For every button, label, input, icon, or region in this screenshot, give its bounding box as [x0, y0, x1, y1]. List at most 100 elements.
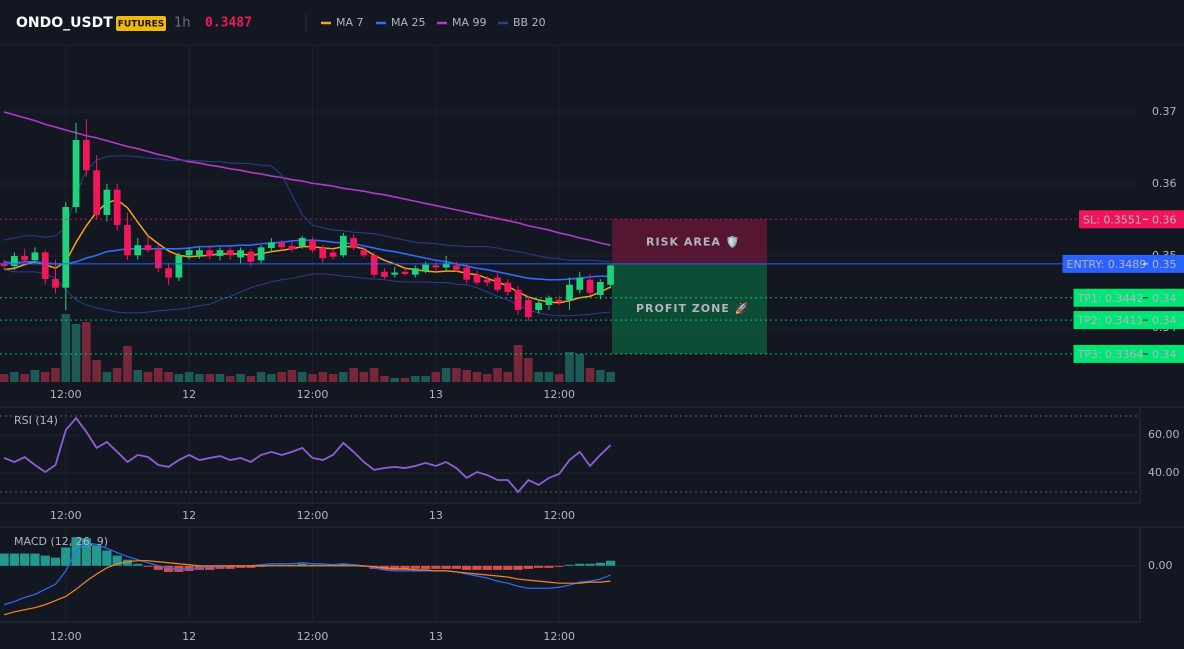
candle-body	[10, 255, 18, 267]
x-tick-label: 12	[182, 509, 196, 522]
volume-bar	[205, 374, 215, 382]
macd-hist	[472, 565, 482, 570]
volume-bar	[534, 372, 543, 382]
candle-body	[216, 250, 224, 256]
volume-bar	[195, 374, 204, 382]
candle-body	[113, 189, 121, 226]
volume-bar	[400, 378, 410, 382]
candle-body	[555, 299, 563, 303]
zone-label: RISK AREA 🛡️	[646, 236, 740, 249]
candle-body	[596, 281, 604, 295]
volume-bar	[606, 372, 615, 382]
volume-bar	[184, 372, 194, 382]
candle-body	[422, 264, 429, 272]
x-tick-label: 12:00	[297, 630, 329, 643]
candle-body	[381, 271, 388, 277]
legend-label: MA 99	[452, 16, 487, 29]
macd-hist	[20, 553, 30, 566]
volume-bar	[318, 372, 328, 382]
candle-body	[52, 279, 59, 288]
candle-body	[411, 268, 419, 275]
macd-hist	[523, 565, 533, 569]
candle-body	[442, 263, 450, 268]
candle-body	[319, 248, 327, 259]
level-label: TP1: 0.3442	[1077, 292, 1144, 305]
macd-hist	[451, 565, 462, 569]
level-tag	[1062, 254, 1184, 273]
candle-body	[206, 250, 214, 256]
candle-body	[247, 251, 255, 262]
volume-bar	[51, 368, 60, 382]
macd-hist	[513, 565, 523, 570]
zone-label: PROFIT ZONE 🚀	[636, 302, 749, 315]
x-tick-label: 12	[182, 388, 196, 401]
candle-body	[329, 252, 337, 257]
candle-body	[41, 252, 49, 280]
volume-bar	[267, 374, 276, 382]
candle-body	[196, 250, 203, 256]
level-tag	[1079, 210, 1184, 229]
volume-bar	[431, 372, 441, 382]
macd-hist	[564, 564, 575, 566]
volume-bar	[61, 314, 71, 382]
candle-body	[504, 282, 512, 292]
volume-bar	[349, 368, 358, 382]
candle-body	[483, 279, 491, 283]
x-tick-label: 13	[429, 388, 443, 401]
macd-hist	[400, 565, 410, 570]
macd-hist	[30, 553, 40, 566]
volume-bar	[164, 372, 173, 382]
macd-hist	[205, 565, 215, 570]
macd-hist	[9, 553, 20, 566]
volume-bar	[287, 370, 297, 382]
macd-hist	[390, 565, 400, 570]
candle-body	[298, 237, 306, 246]
candle-body	[360, 250, 368, 256]
candle-body	[309, 240, 316, 251]
volume-bar	[40, 372, 50, 382]
volume-bar	[596, 370, 605, 382]
volume-bar	[513, 345, 523, 382]
macd-hist	[482, 565, 492, 570]
volume-bar	[225, 376, 235, 382]
interval[interactable]: 1h	[174, 16, 191, 31]
macd-hist	[143, 565, 153, 567]
macd-hist	[420, 565, 431, 569]
volume-bar	[472, 372, 482, 382]
volume-bar	[20, 374, 29, 382]
legend-label: MA 25	[391, 16, 426, 29]
volume-bar	[246, 376, 256, 382]
volume-bar	[82, 322, 91, 382]
level-axis-label: 0.36	[1152, 213, 1177, 226]
y-tick-label: 0.37	[1152, 105, 1177, 118]
x-tick-label: 12:00	[297, 388, 329, 401]
candle-body	[62, 207, 70, 288]
macd-hist	[431, 565, 441, 569]
volume-bar	[452, 368, 461, 382]
volume-bar	[421, 376, 430, 382]
volume-bar	[277, 372, 286, 382]
candle-body	[154, 250, 162, 269]
macd-hist	[410, 565, 420, 569]
macd-hist	[503, 565, 513, 570]
level-label: TP2: 0.3411	[1077, 314, 1144, 327]
macd-hist	[492, 565, 503, 570]
volume-bar	[482, 374, 492, 382]
candle-body	[432, 265, 440, 268]
y-tick-label: 60.00	[1148, 428, 1180, 441]
volume-bar	[441, 368, 451, 382]
candle-body	[350, 237, 358, 249]
volume-bar	[30, 370, 40, 382]
volume-bar	[339, 372, 348, 382]
symbol: ONDO_USDT	[16, 15, 113, 31]
panel-label: MACD (12, 26, 9)	[14, 535, 108, 548]
badge-bg	[116, 16, 166, 31]
volume-bar	[123, 346, 132, 382]
legend-label: BB 20	[513, 16, 546, 29]
candle-body	[93, 170, 101, 215]
macd-hist	[92, 545, 102, 566]
volume-bar	[554, 374, 564, 382]
macd-hist	[605, 560, 616, 566]
macd-hist	[595, 562, 605, 566]
candle-body	[514, 289, 522, 310]
